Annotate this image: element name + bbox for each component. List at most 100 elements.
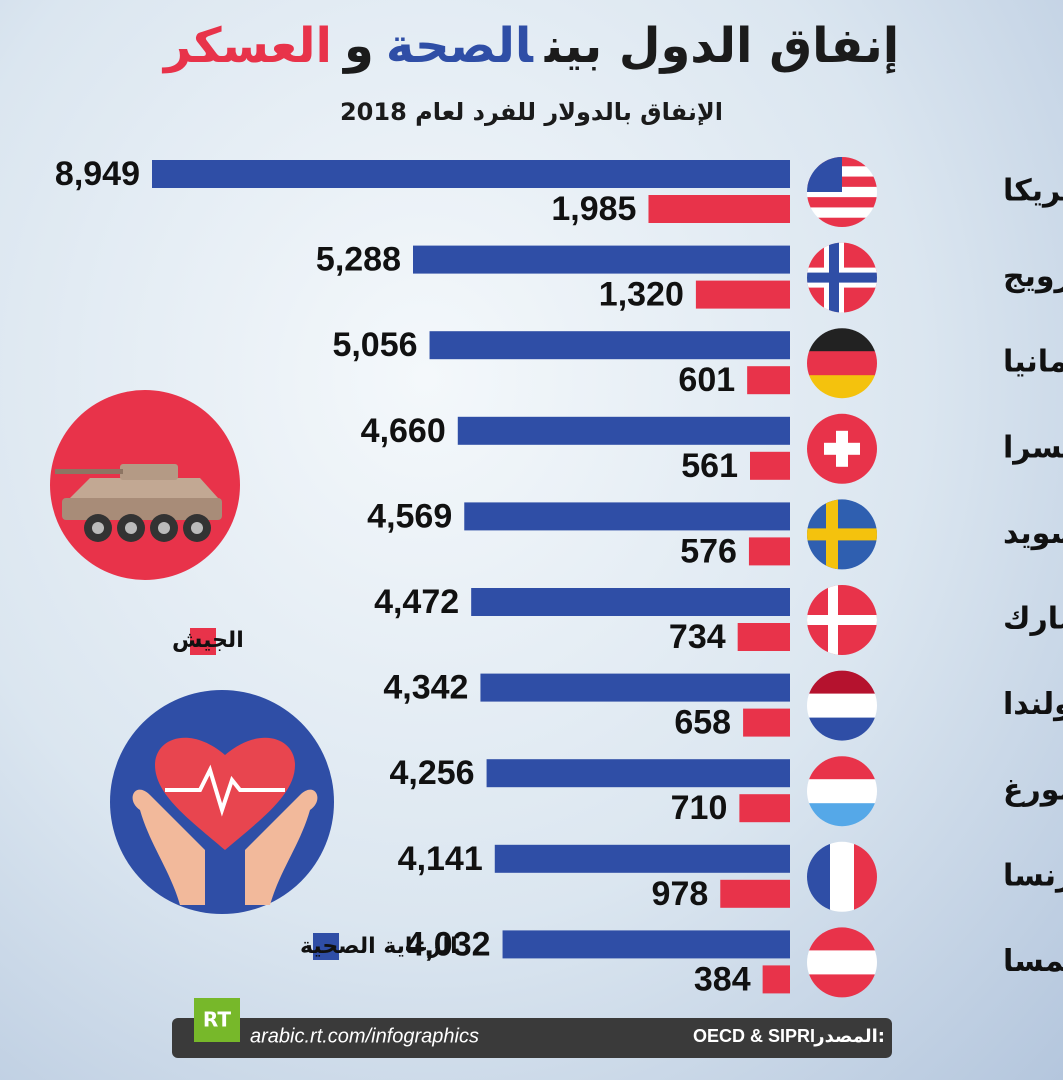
value-label: 601 [678,361,735,399]
value-label: 710 [671,789,728,827]
flag-part [807,351,877,376]
bar [413,245,790,274]
flag [807,328,877,399]
bar [737,623,790,651]
flag-part [807,717,877,741]
bar [748,537,790,566]
bar [464,502,790,531]
bar [648,195,790,223]
flag [807,585,877,655]
value-label: 4,472 [374,583,459,621]
title-part: الصحة [385,18,533,74]
flag-part [807,670,877,695]
source-url: arabic.rt.com/infographics [250,1025,479,1047]
bar [502,930,790,959]
flag-part [807,693,877,719]
category-label: لوكسمبورغ [1003,773,1063,808]
flag-part [836,430,848,467]
value-label: 4,569 [367,497,452,535]
category-label: ألمانيا [1003,342,1063,380]
title-part: و [344,18,374,74]
category-label: أمريكا [1003,171,1063,209]
bar [471,588,790,616]
source: OECD & SIPRI [693,1026,815,1046]
category-label: هولندا [1003,687,1063,722]
bar [695,280,790,309]
legend-swatch [190,628,216,655]
legend-label: الرعاية الصحية [300,934,458,959]
chart-title: إنفاق الدول بينالصحةوالعسكر [0,18,1063,74]
value-label: 4,141 [398,840,483,878]
flag [807,242,877,313]
flag-part [854,841,877,912]
flag-part [830,841,855,912]
flag-part [807,528,877,541]
value-label: 8,949 [55,155,140,193]
category-label: فرنسا [1003,858,1063,893]
value-label: 561 [681,447,738,485]
flag-part [807,803,877,827]
value-label: 4,660 [361,412,446,450]
flag-part [807,272,877,283]
flag [807,499,877,570]
flag [807,756,877,827]
category-label: سويسرا [1003,430,1063,465]
title-part: العسكر [163,18,332,74]
value-label: 734 [669,618,726,656]
legend-swatch [313,933,339,960]
bar [762,965,790,994]
value-label: 576 [680,532,737,570]
flag [807,413,877,484]
value-label: 978 [652,875,709,913]
category-label: النرويج [1003,259,1063,294]
bar [747,366,790,395]
flag-part [807,217,877,227]
value-label: 4,256 [389,754,474,792]
bar [720,879,790,908]
bar [739,794,790,823]
flag-part [807,779,877,804]
flag-part [807,207,877,219]
flag-part [807,927,877,951]
bar [743,708,790,737]
flag-part [828,585,838,655]
value-label: 5,056 [332,326,417,364]
flag [807,841,877,912]
value-label: 1,985 [551,190,636,228]
category-label: النمسا [1003,944,1063,979]
flag [807,670,877,741]
bar [486,759,790,788]
category-label: الدنمارك [1003,602,1063,637]
category-label: السويد [1003,516,1063,551]
value-label: 384 [694,960,751,998]
health-icon [110,690,334,914]
flag-part [807,615,877,625]
value-label: 658 [674,704,731,742]
title-part: إنفاق الدول بين [544,18,900,74]
flag-part [807,157,842,192]
bar [152,160,790,188]
flag-part [807,328,877,352]
footer: RT arabic.rt.com/infographics المصدر: OE… [172,998,892,1058]
value-label: 1,320 [599,276,684,314]
flag [807,927,877,998]
flag-part [829,242,839,313]
bar [480,673,790,702]
value-label: 4,032 [405,925,490,963]
legend-label: الجيش [172,628,244,653]
value-label: 5,288 [316,241,401,279]
source-label: المصدر: [813,1026,885,1047]
flag-part [807,841,831,912]
bar [750,451,790,480]
military-icon [50,390,240,580]
flag-part [807,974,877,998]
logo: RT [203,1008,232,1032]
flag-part [807,186,877,198]
flag-part [826,499,838,570]
flag-part [807,756,877,780]
flag [807,157,877,227]
flag-part [807,197,877,208]
bar [494,844,790,873]
